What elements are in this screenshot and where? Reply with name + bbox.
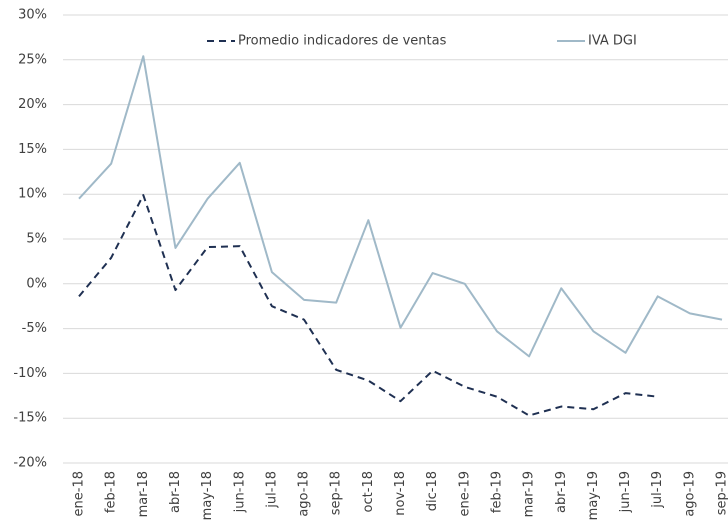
y-tick-label: 0% bbox=[26, 276, 47, 291]
x-tick-label: dic-18 bbox=[425, 471, 440, 511]
y-tick-label: -20% bbox=[13, 456, 47, 471]
x-tick-label: may-19 bbox=[586, 471, 601, 520]
y-tick-label: 30% bbox=[18, 8, 47, 23]
y-tick-label: 20% bbox=[18, 97, 47, 112]
y-tick-label: -15% bbox=[13, 411, 47, 426]
x-tick-label: sep-19 bbox=[715, 471, 728, 515]
x-tick-label: nov-18 bbox=[393, 471, 408, 516]
x-tick-label: ago-19 bbox=[682, 471, 697, 517]
x-tick-label: ago-18 bbox=[297, 471, 312, 517]
x-tick-label: sep-18 bbox=[329, 471, 344, 515]
x-tick-label: abr-19 bbox=[554, 471, 569, 513]
legend-label: Promedio indicadores de ventas bbox=[238, 34, 447, 49]
y-tick-label: 25% bbox=[18, 52, 47, 67]
y-tick-label: 5% bbox=[26, 232, 47, 247]
x-tick-label: oct-18 bbox=[361, 471, 376, 512]
x-tick-label: jul-18 bbox=[264, 471, 279, 509]
x-tick-label: may-18 bbox=[200, 471, 215, 520]
x-tick-label: abr-18 bbox=[168, 471, 183, 513]
x-tick-label: mar-19 bbox=[522, 471, 537, 517]
x-tick-label: mar-18 bbox=[136, 471, 151, 517]
x-tick-label: feb-19 bbox=[489, 471, 504, 513]
x-tick-label: ene-19 bbox=[457, 471, 472, 516]
x-tick-label: feb-18 bbox=[104, 471, 119, 513]
y-tick-label: 15% bbox=[18, 142, 47, 157]
x-tick-label: jun-19 bbox=[618, 471, 633, 513]
series-line bbox=[78, 55, 723, 358]
legend-label: IVA DGI bbox=[588, 34, 637, 49]
x-tick-label: jul-19 bbox=[650, 471, 665, 509]
series-line bbox=[78, 194, 658, 417]
y-tick-label: 10% bbox=[18, 187, 47, 202]
x-tick-label: ene-18 bbox=[72, 471, 87, 516]
y-tick-label: -10% bbox=[13, 366, 47, 381]
x-tick-label: jun-18 bbox=[232, 471, 247, 513]
y-tick-label: -5% bbox=[22, 321, 47, 336]
